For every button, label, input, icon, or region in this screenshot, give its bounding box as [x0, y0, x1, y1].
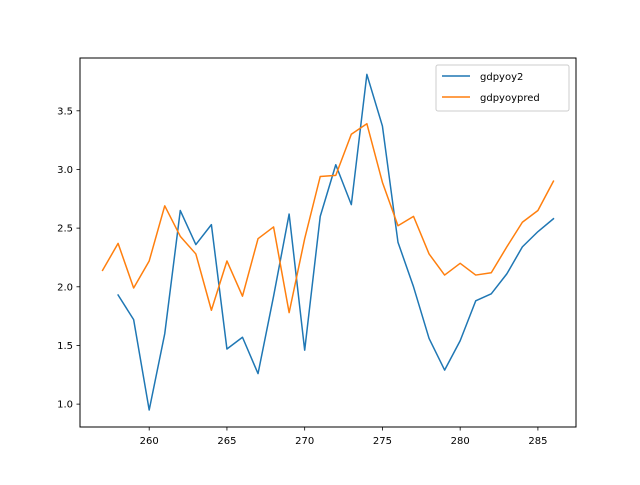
y-axis: 1.0 1.5 2.0 2.5 3.0 3.5 [57, 106, 80, 411]
y-tick-label: 2.0 [57, 282, 73, 293]
y-tick-label: 3.5 [57, 106, 73, 117]
x-tick-label: 285 [528, 436, 547, 447]
y-tick-label: 1.5 [57, 341, 73, 352]
x-tick-label: 265 [217, 436, 236, 447]
y-tick-label: 2.5 [57, 224, 73, 235]
plot-area [80, 58, 576, 427]
legend-label-gdpyoypred: gdpyoypred [480, 93, 540, 104]
x-tick-label: 270 [295, 436, 314, 447]
x-axis: 260 265 270 275 280 285 [140, 427, 547, 447]
x-tick-label: 280 [451, 436, 470, 447]
x-tick-label: 260 [140, 436, 159, 447]
legend: gdpyoy2 gdpyoypred [435, 64, 570, 112]
y-tick-label: 1.0 [57, 400, 73, 411]
legend-label-gdpyoy2: gdpyoy2 [480, 72, 523, 83]
y-tick-label: 3.0 [57, 165, 73, 176]
series-line-gdpyoypred [101, 122, 555, 314]
series-layer [101, 73, 555, 411]
series-line-gdpyoy2 [117, 73, 555, 411]
x-tick-label: 275 [373, 436, 392, 447]
plot-frame [79, 57, 577, 428]
